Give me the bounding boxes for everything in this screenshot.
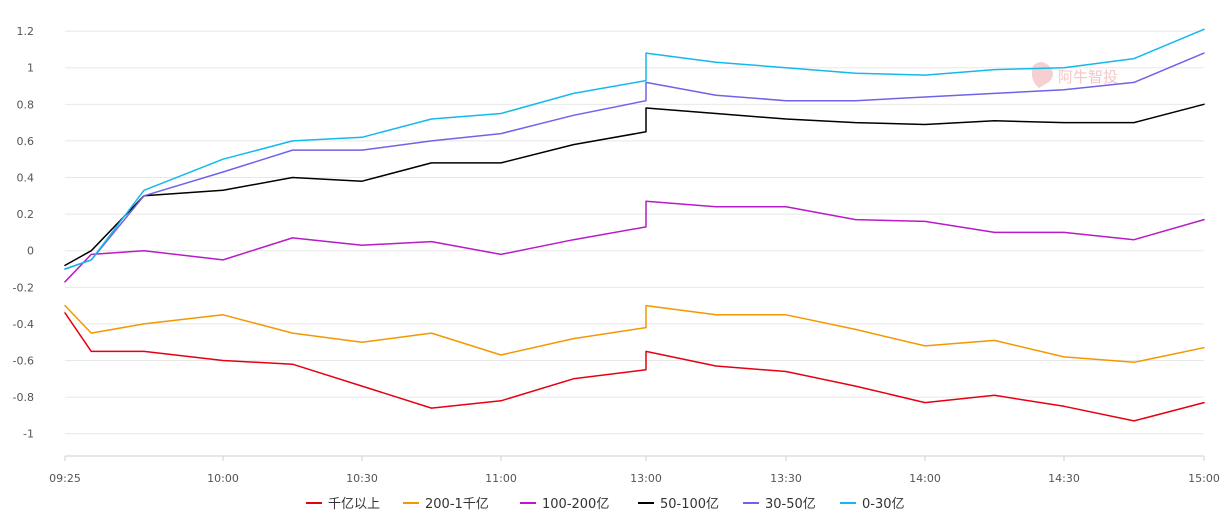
series-line-5	[64, 28, 1205, 270]
legend-label[interactable]: 100-200亿	[542, 497, 609, 512]
y-tick-label: -1	[23, 428, 34, 441]
y-tick-label: -0.8	[13, 391, 34, 404]
x-tick-label: 10:00	[207, 472, 239, 485]
x-tick-label: 11:00	[485, 472, 517, 485]
series-line-2	[64, 200, 1205, 283]
series-lines	[64, 28, 1205, 422]
axes: -1 -0.8 -0.6 -0.4 -0.2 0 0.2 0.4 0.6 0.8 1 1.2 09:25…	[13, 25, 1220, 485]
y-tick-label: -0.2	[13, 281, 34, 294]
legend-label[interactable]: 50-100亿	[660, 497, 719, 512]
x-tick-label: 13:00	[630, 472, 662, 485]
x-tick-label: 14:00	[909, 472, 941, 485]
legend-label[interactable]: 0-30亿	[862, 497, 905, 512]
legend-label[interactable]: 200-1千亿	[425, 497, 489, 512]
y-tick-label: 0.6	[17, 135, 35, 148]
y-tick-label: 1.2	[17, 25, 35, 38]
watermark-text: 阿牛智投	[1058, 68, 1118, 86]
y-tick-label: -0.4	[13, 318, 34, 331]
y-tick-label: 0.2	[17, 208, 35, 221]
watermark-logo-icon	[1031, 62, 1053, 88]
x-tick-label: 14:30	[1048, 472, 1080, 485]
x-tick-label: 13:30	[770, 472, 802, 485]
series-line-3	[64, 103, 1205, 267]
legend-label[interactable]: 千亿以上	[328, 497, 380, 512]
y-tick-label: -0.6	[13, 355, 34, 368]
y-tick-label: 1	[27, 62, 34, 75]
legend-label[interactable]: 30-50亿	[765, 497, 816, 512]
y-tick-label: 0.4	[17, 172, 35, 185]
gridlines	[65, 30, 1204, 435]
series-line-0	[64, 312, 1205, 422]
x-tick-label: 09:25	[49, 472, 81, 485]
y-tick-label: 0.8	[17, 98, 35, 111]
legend: 千亿以上 200-1千亿 100-200亿 50-100亿 30-50亿 0-30亿	[306, 497, 905, 512]
series-line-1	[64, 304, 1205, 364]
series-line-4	[64, 52, 1205, 270]
x-tick-label: 15:00	[1188, 472, 1220, 485]
x-tick-label: 10:30	[346, 472, 378, 485]
y-tick-label: 0	[27, 245, 34, 258]
